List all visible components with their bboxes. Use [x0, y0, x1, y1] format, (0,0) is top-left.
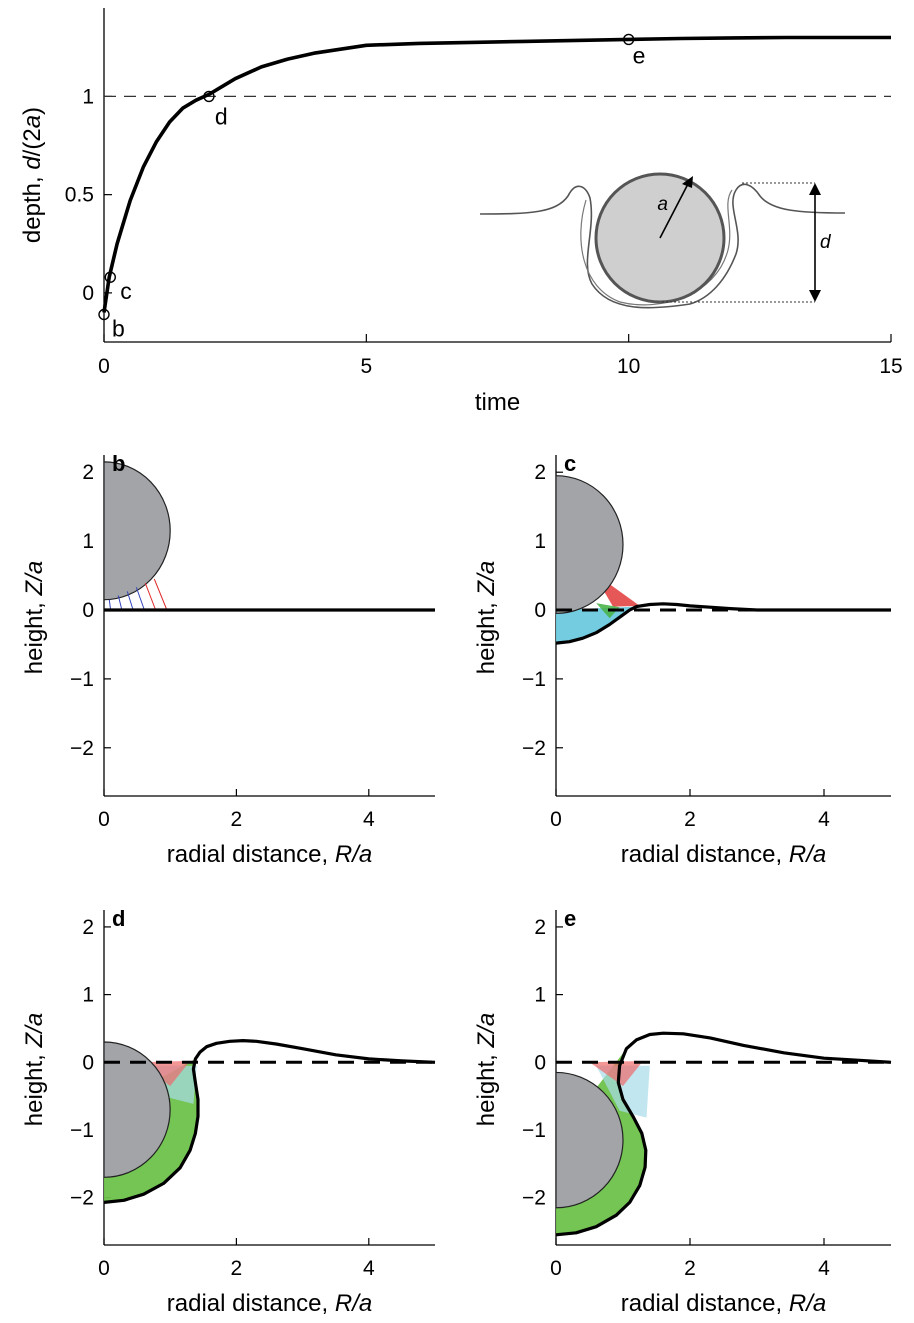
contact-zone-fill: [596, 1065, 650, 1118]
contact-line: [153, 578, 168, 611]
x-tick-label: 10: [617, 355, 640, 378]
x-tick-label: 0: [98, 1257, 110, 1280]
panel-letter: e: [564, 906, 576, 931]
sphere-half: [103, 461, 171, 601]
sphere-half: [555, 1071, 624, 1209]
marker-label-b: b: [112, 315, 125, 341]
y-tick-label: 2: [82, 461, 94, 484]
x-tick-label: 2: [231, 808, 243, 831]
y-tick-label: 2: [534, 916, 546, 939]
sphere-half: [555, 475, 624, 615]
marker-label-c: c: [120, 278, 131, 304]
x-tick-label: 4: [818, 1257, 830, 1280]
x-tick-label: 0: [98, 808, 110, 831]
y-tick-label: −1: [522, 668, 546, 691]
panel-letter: c: [564, 451, 576, 476]
y-tick-label: 1: [82, 85, 94, 108]
interface-profile: [555, 602, 891, 645]
sphere-half: [103, 1041, 171, 1178]
x-axis-label: time: [475, 389, 520, 416]
inset-radius-label: a: [657, 194, 668, 215]
y-tick-label: 0.5: [65, 184, 94, 207]
marker-c: [104, 271, 116, 283]
y-tick-label: 1: [82, 984, 94, 1007]
inset-radius-arrowhead: [682, 176, 693, 188]
contact-line: [108, 599, 112, 611]
x-tick-label: 2: [231, 1257, 243, 1280]
marker-d: [203, 90, 215, 103]
inset-depth-label: d: [820, 232, 832, 253]
y-tick-label: −2: [522, 1187, 546, 1210]
x-axis-label: radial distance, R/a: [621, 841, 826, 868]
x-axis-label: radial distance, R/a: [167, 1290, 372, 1317]
x-tick-label: 2: [684, 1257, 696, 1280]
inset-interface-outer: [479, 183, 846, 309]
marker-e: [622, 33, 635, 46]
x-tick-label: 4: [818, 808, 830, 831]
x-tick-label: 4: [363, 1257, 375, 1280]
y-tick-label: 1: [82, 530, 94, 553]
y-tick-label: −2: [522, 737, 546, 760]
contact-line: [144, 582, 157, 611]
y-tick-label: −1: [70, 1119, 94, 1142]
contact-line: [117, 595, 123, 611]
inset-depth-arrow-top: [809, 183, 821, 195]
y-tick-label: 0: [82, 599, 94, 622]
y-axis-label: height, Z/a: [473, 1013, 500, 1126]
x-tick-label: 5: [360, 355, 372, 378]
marker-label-e: e: [633, 42, 646, 68]
x-tick-label: 0: [550, 1257, 562, 1280]
y-tick-label: −2: [70, 1187, 94, 1210]
contact-line: [126, 591, 134, 611]
y-tick-label: −1: [522, 1119, 546, 1142]
y-tick-label: 0: [82, 1051, 94, 1074]
y-axis-label: height, Z/a: [21, 561, 48, 674]
y-tick-label: 0: [534, 599, 546, 622]
y-tick-label: −1: [70, 668, 94, 691]
y-tick-label: 1: [534, 530, 546, 553]
interface-profile: [555, 1031, 892, 1237]
marker-label-d: d: [215, 103, 228, 129]
inset-radius-line: [659, 181, 690, 239]
panel-letter: d: [112, 906, 125, 931]
y-tick-label: 2: [82, 916, 94, 939]
wetted-film-fill: [556, 606, 637, 644]
panel-letter: b: [112, 451, 125, 476]
marker-b: [98, 308, 110, 321]
x-tick-label: 4: [363, 808, 375, 831]
inset-depth-arrow-bottom: [809, 290, 821, 302]
x-tick-label: 15: [879, 355, 902, 378]
y-tick-label: 0: [534, 1051, 546, 1074]
x-tick-label: 0: [98, 355, 110, 378]
y-tick-label: 1: [534, 984, 546, 1007]
y-axis-label: height, Z/a: [21, 1013, 48, 1126]
meniscus-lines-fill: [589, 1060, 644, 1086]
inset-schematic: ad: [479, 172, 846, 309]
y-tick-label: −2: [70, 737, 94, 760]
x-tick-label: 2: [684, 808, 696, 831]
interface-profile: [103, 1039, 436, 1204]
y-tick-label: 2: [534, 461, 546, 484]
y-axis-label: height, Z/a: [473, 561, 500, 674]
x-tick-label: 0: [550, 808, 562, 831]
y-tick-label: 0: [82, 282, 94, 305]
contact-line: [135, 587, 145, 611]
x-axis-label: radial distance, R/a: [167, 841, 372, 868]
x-axis-label: radial distance, R/a: [621, 1290, 826, 1317]
contact-zone-fill: [596, 603, 620, 619]
y-axis-label: depth, d/(2a): [19, 107, 46, 243]
depth-curve: [102, 35, 891, 313]
